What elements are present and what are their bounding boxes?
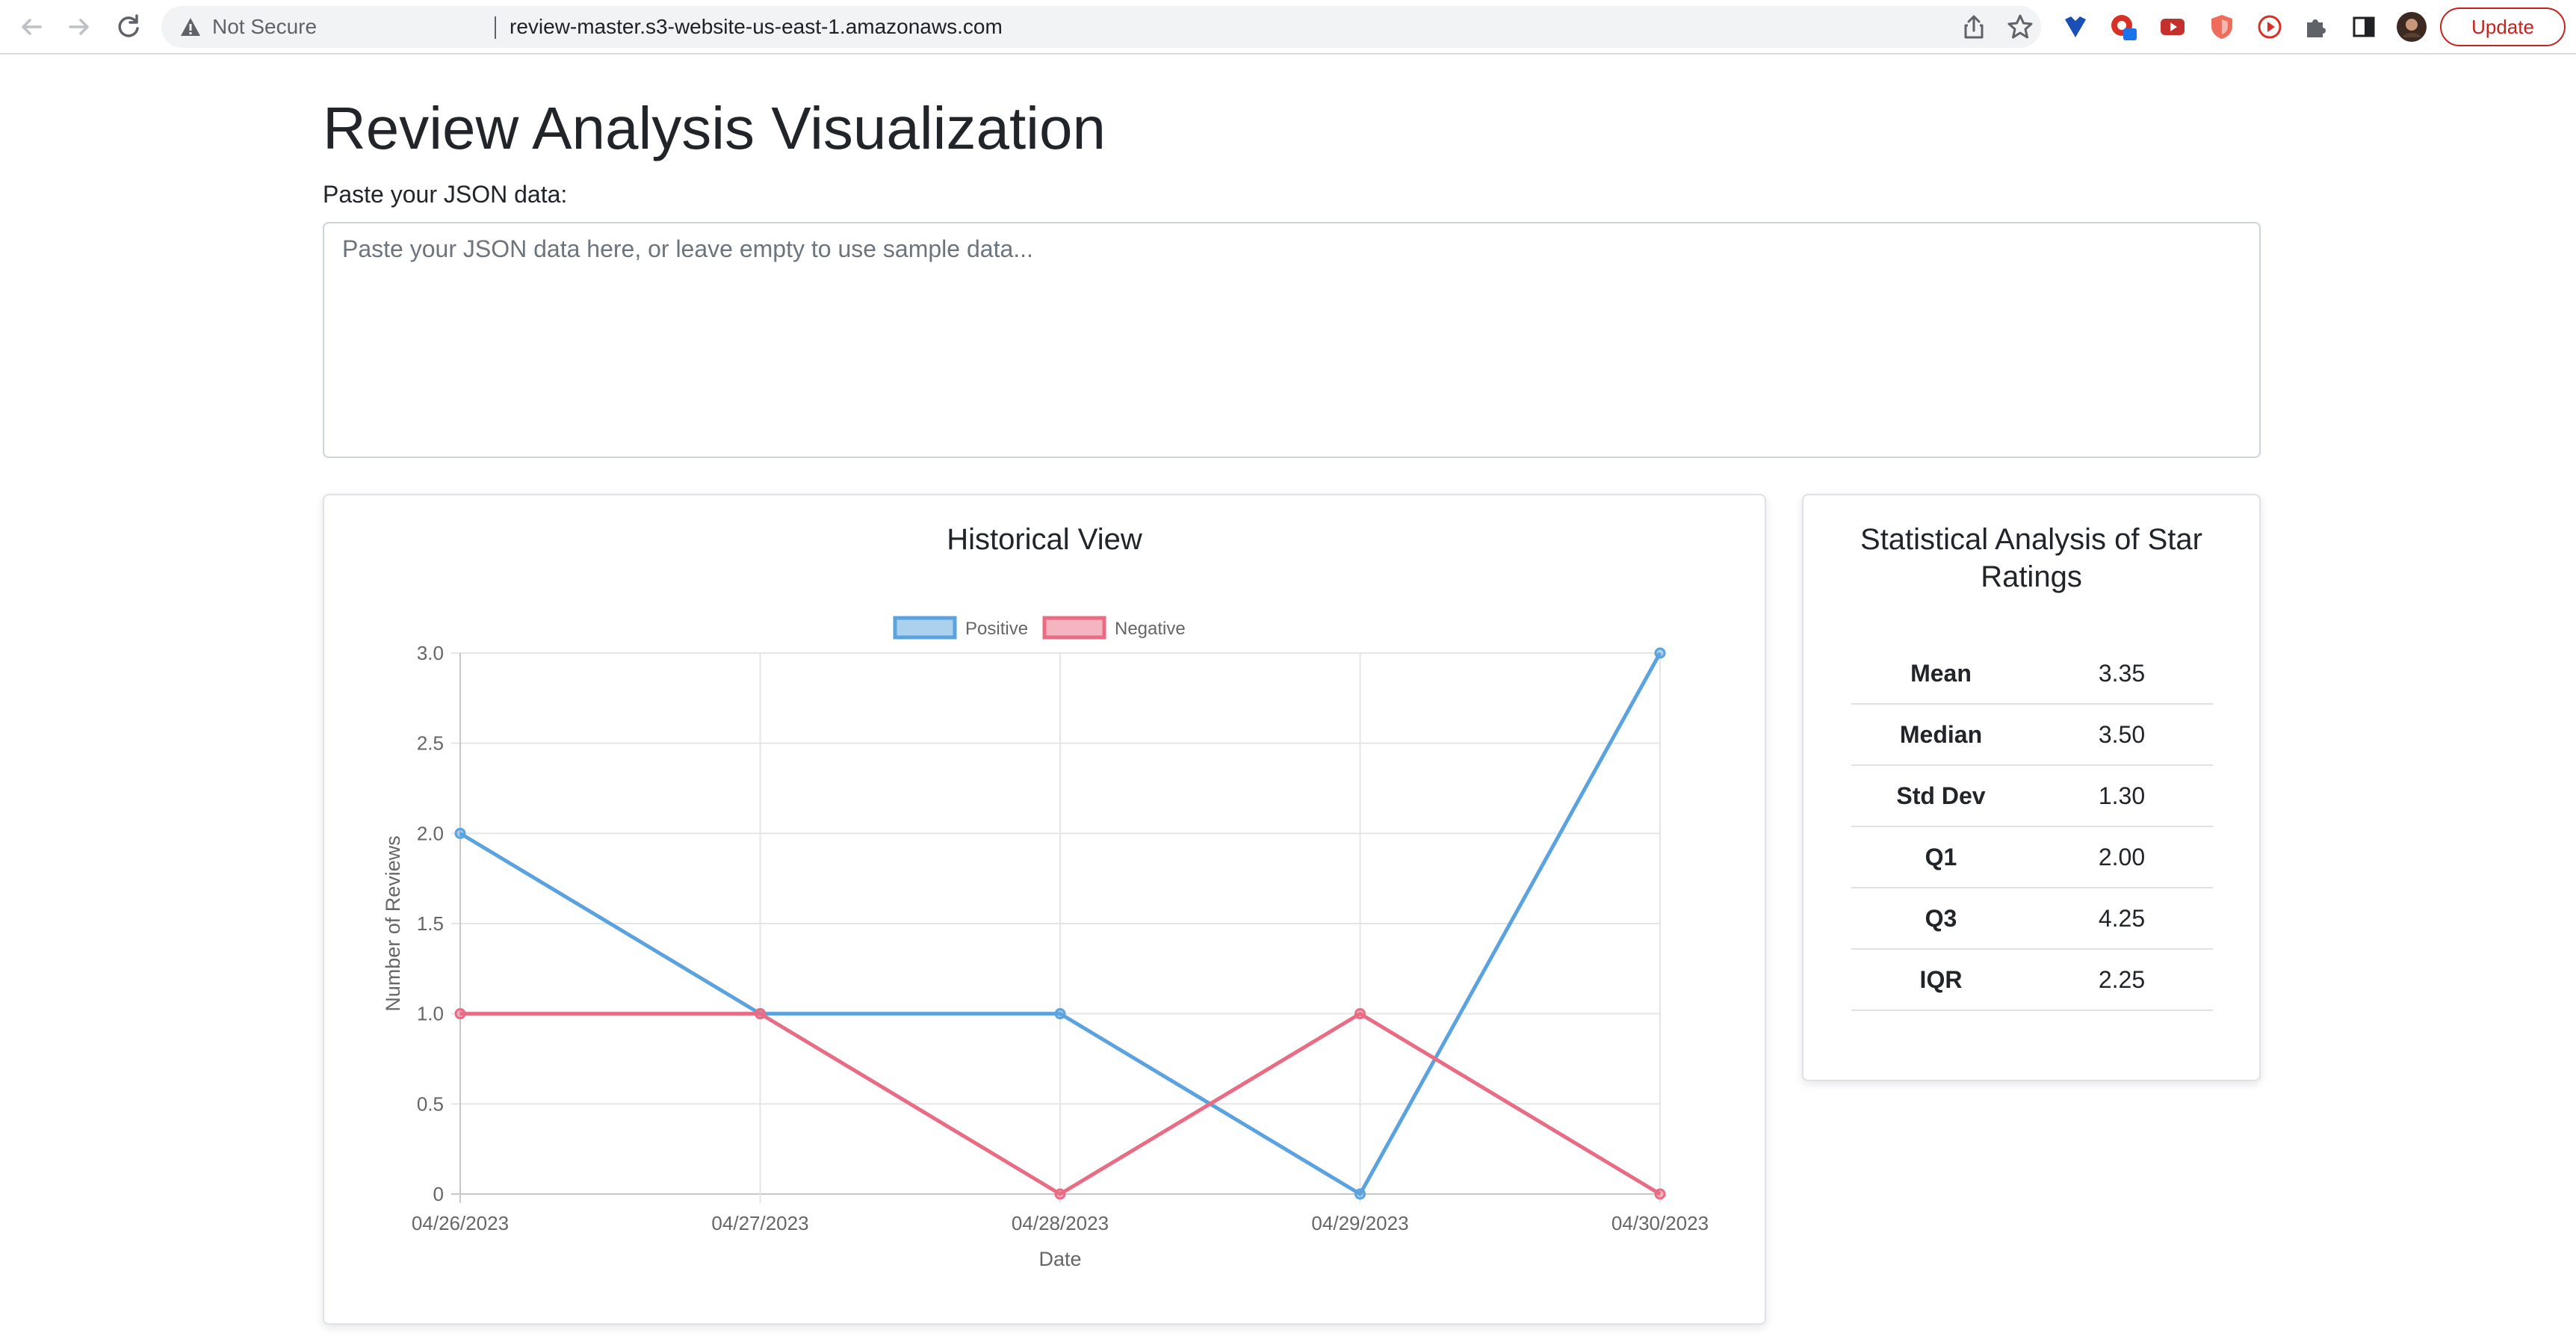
data-point-positive bbox=[454, 827, 466, 839]
security-label[interactable]: Not Secure bbox=[212, 15, 318, 38]
data-point-positive bbox=[1054, 1008, 1066, 1020]
red-extension-icon[interactable] bbox=[2107, 10, 2140, 43]
play-extension-icon[interactable] bbox=[2253, 10, 2286, 43]
data-point-negative bbox=[454, 1008, 466, 1020]
stats-table: Mean 3.35 Median 3.50 Std Dev 1.30 Q1 2.… bbox=[1851, 643, 2213, 1011]
stat-value: 1.30 bbox=[2031, 765, 2213, 827]
shield-extension-icon[interactable] bbox=[2205, 10, 2238, 43]
star-icon[interactable] bbox=[2004, 10, 2037, 43]
url-text[interactable]: review-master.s3-website-us-east-1.amazo… bbox=[510, 15, 1003, 38]
stat-label: Q3 bbox=[1851, 888, 2031, 950]
y-tick-label: 0.5 bbox=[417, 1092, 444, 1115]
puzzle-icon[interactable] bbox=[2300, 10, 2332, 43]
y-tick-label: 3.0 bbox=[417, 642, 444, 664]
legend-swatch-negative bbox=[1042, 616, 1106, 640]
stat-value: 2.00 bbox=[2031, 826, 2213, 888]
stat-label: Q1 bbox=[1851, 826, 2031, 888]
stats-row-median: Median 3.50 bbox=[1851, 704, 2213, 766]
stats-row-mean: Mean 3.35 bbox=[1851, 643, 2213, 705]
address-bar[interactable]: Not Secure review-master.s3-website-us-e… bbox=[161, 6, 2041, 48]
data-point-negative bbox=[1354, 1008, 1366, 1020]
stats-card: Statistical Analysis of Star Ratings Mea… bbox=[1802, 494, 2261, 1081]
stats-row-std-dev: Std Dev 1.30 bbox=[1851, 765, 2213, 827]
page-title: Review Analysis Visualization bbox=[323, 95, 1106, 161]
stat-value: 4.25 bbox=[2031, 888, 2213, 950]
data-point-positive bbox=[1654, 647, 1666, 659]
json-input-label: Paste your JSON data: bbox=[323, 181, 568, 208]
diamond-extension-icon[interactable] bbox=[2059, 10, 2092, 43]
update-button[interactable]: Update bbox=[2440, 7, 2566, 46]
json-input[interactable] bbox=[323, 222, 2261, 458]
stat-value: 2.25 bbox=[2031, 949, 2213, 1011]
y-tick-label: 2.0 bbox=[417, 822, 444, 844]
x-tick-label: 04/28/2023 bbox=[1012, 1212, 1109, 1234]
y-tick-label: 0 bbox=[433, 1183, 444, 1205]
stat-value: 3.35 bbox=[2031, 643, 2213, 705]
profile-avatar[interactable] bbox=[2395, 10, 2428, 43]
stat-value: 3.50 bbox=[2031, 704, 2213, 766]
sidebar-icon[interactable] bbox=[2347, 10, 2380, 43]
stats-title: Statistical Analysis of Star Ratings bbox=[1860, 523, 2202, 593]
x-tick-label: 04/29/2023 bbox=[1311, 1212, 1408, 1234]
share-icon[interactable] bbox=[1957, 10, 1990, 43]
browser-toolbar: Not Secure review-master.s3-website-us-e… bbox=[0, 0, 2576, 55]
back-icon[interactable] bbox=[15, 10, 48, 43]
warning-icon[interactable] bbox=[179, 16, 202, 37]
y-axis-title: Number of Reviews bbox=[382, 835, 404, 1012]
data-point-positive bbox=[1354, 1188, 1366, 1200]
x-tick-label: 04/27/2023 bbox=[711, 1212, 808, 1234]
stat-label: IQR bbox=[1851, 949, 2031, 1011]
youtube-extension-icon[interactable] bbox=[2156, 10, 2189, 43]
omnibox-divider bbox=[495, 16, 496, 39]
data-point-negative bbox=[755, 1008, 766, 1020]
legend-label-positive: Positive bbox=[965, 619, 1028, 639]
y-tick-label: 2.5 bbox=[417, 732, 444, 755]
x-tick-label: 04/30/2023 bbox=[1611, 1212, 1709, 1234]
x-tick-label: 04/26/2023 bbox=[412, 1212, 509, 1234]
legend-swatch-positive bbox=[893, 616, 957, 640]
data-point-negative bbox=[1054, 1188, 1066, 1200]
y-tick-label: 1.0 bbox=[417, 1003, 444, 1025]
historical-view-title: Historical View bbox=[947, 523, 1142, 556]
y-tick-label: 1.5 bbox=[417, 912, 444, 935]
historical-view-card: Historical View 0 0.5 1.0 1.5 2.0 2.5 3.0 04/26… bbox=[323, 494, 1766, 1325]
forward-icon[interactable] bbox=[63, 10, 96, 43]
stats-row-iqr: IQR 2.25 bbox=[1851, 949, 2213, 1011]
reload-icon[interactable] bbox=[112, 10, 145, 43]
stats-row-q3: Q3 4.25 bbox=[1851, 888, 2213, 950]
historical-line-chart: 0 0.5 1.0 1.5 2.0 2.5 3.0 04/26/2023 04/27/2023 0… bbox=[382, 616, 1709, 1270]
stats-row-q1: Q1 2.00 bbox=[1851, 826, 2213, 888]
stat-label: Std Dev bbox=[1851, 765, 2031, 827]
legend-label-negative: Negative bbox=[1115, 619, 1186, 639]
x-axis-title: Date bbox=[1038, 1248, 1081, 1270]
data-point-negative bbox=[1654, 1188, 1666, 1200]
stat-label: Median bbox=[1851, 704, 2031, 766]
stat-label: Mean bbox=[1851, 643, 2031, 705]
